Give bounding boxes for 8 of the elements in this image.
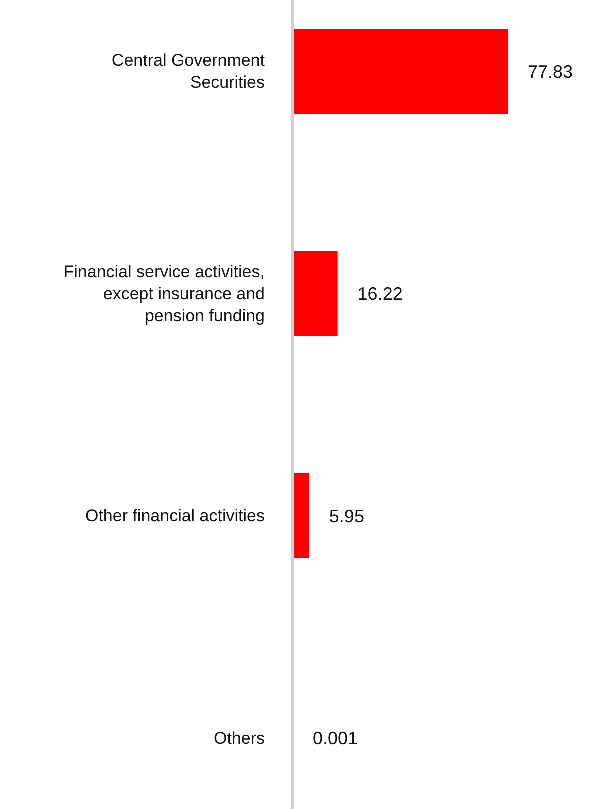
y-tick-label: Financial service activities, except insurance and pension funding xyxy=(64,262,265,325)
data-label: 77.83 xyxy=(528,62,574,82)
data-label: 16.22 xyxy=(358,284,403,304)
y-tick-label: Other financial activities xyxy=(85,506,265,526)
y-tick-label: Others xyxy=(214,728,265,748)
data-label: 5.95 xyxy=(329,506,364,526)
data-label: 0.001 xyxy=(313,728,358,749)
y-tick-label: Central Government Securities xyxy=(112,50,266,92)
